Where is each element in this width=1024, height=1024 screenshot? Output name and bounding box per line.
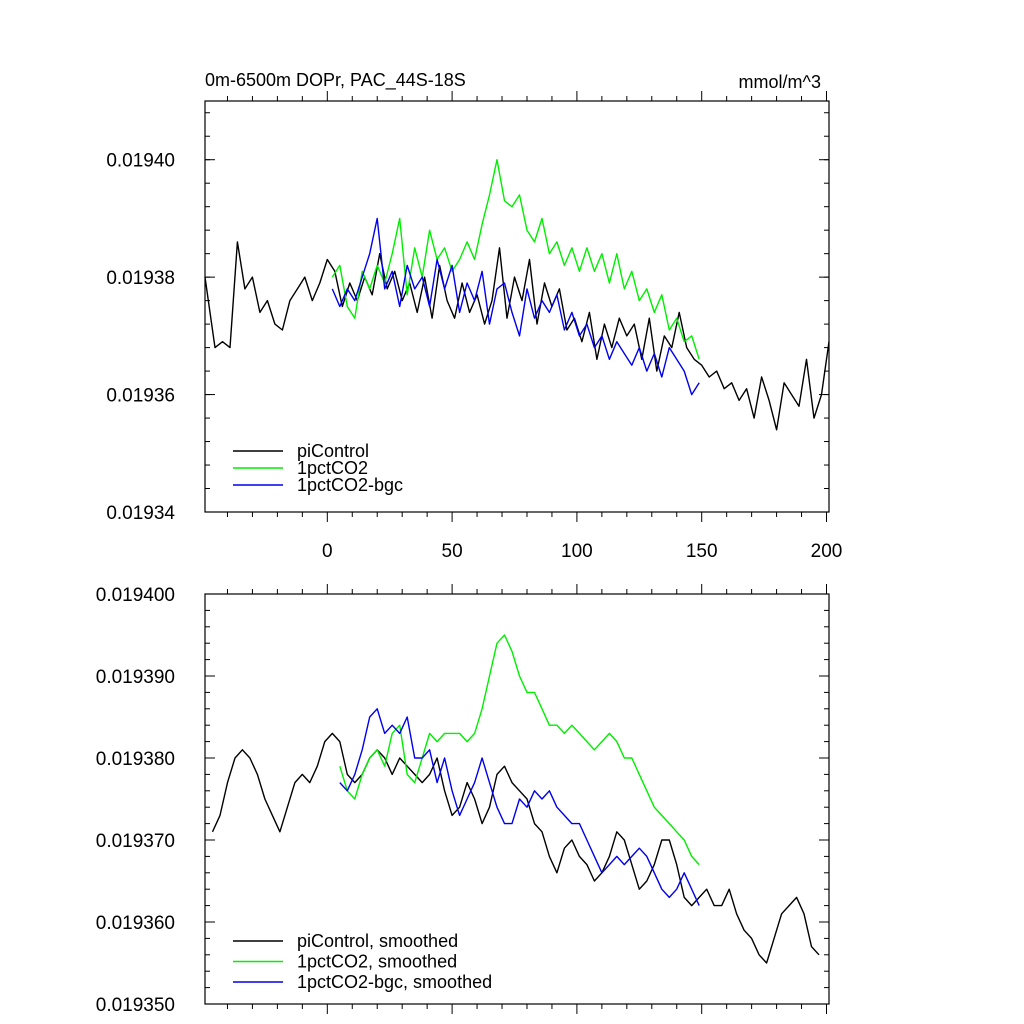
top-x-tick-labels: 0 50 100 150 200 (322, 541, 842, 562)
bottom-series-lines (211, 634, 820, 964)
y-tick-label: 0.019360 (96, 913, 175, 934)
y-tick-label: 0.01936 (106, 386, 175, 407)
top-y-tick-labels: 0.01934 0.01936 0.01938 0.01940 (106, 151, 175, 524)
legend-label: 1pctCO2-bgc (297, 475, 403, 495)
legend-label: piControl, smoothed (297, 931, 458, 951)
y-tick-label: 0.01940 (106, 151, 175, 172)
legend-label: 1pctCO2 (297, 458, 368, 478)
top-title: 0m-6500m DOPr, PAC_44S-18S (205, 70, 466, 91)
y-tick-label: 0.01934 (106, 503, 175, 524)
top-plot-frame (204, 100, 830, 513)
y-tick-label: 0.019350 (96, 995, 175, 1016)
series-line-picontrol (204, 241, 830, 431)
top-panel: 0m-6500m DOPr, PAC_44S-18S mmol/m^3 0.01… (106, 70, 842, 562)
bottom-axis-ticks (205, 584, 829, 1014)
series-line-1pctco2-bgc-smoothed (339, 708, 700, 906)
bottom-panel: 0.019350 0.019360 0.019370 0.019380 0.019390… (96, 584, 830, 1016)
x-tick-label: 0 (322, 541, 333, 562)
legend-label: 1pctCO2-bgc, smoothed (297, 972, 492, 992)
legend-label: piControl (297, 441, 369, 461)
series-line-1pctco2 (331, 158, 700, 360)
x-tick-label: 200 (811, 541, 843, 562)
y-tick-label: 0.019400 (96, 585, 175, 606)
bottom-y-tick-labels: 0.019350 0.019360 0.019370 0.019380 0.019390… (96, 585, 175, 1016)
legend-label: 1pctCO2, smoothed (297, 952, 457, 972)
y-tick-label: 0.019380 (96, 749, 175, 770)
series-line-1pctco2-bgc (331, 217, 700, 396)
bottom-plot-frame (204, 593, 830, 1005)
series-line-1pctco2-smoothed (339, 634, 700, 866)
top-units-label: mmol/m^3 (739, 72, 821, 92)
y-tick-label: 0.019370 (96, 831, 175, 852)
top-series-lines (204, 158, 830, 431)
x-tick-label: 50 (442, 541, 463, 562)
x-tick-label: 100 (561, 541, 593, 562)
y-tick-label: 0.019390 (96, 667, 175, 688)
x-tick-label: 150 (686, 541, 718, 562)
y-tick-label: 0.01938 (106, 268, 175, 289)
series-line-picontrol-smoothed (211, 732, 820, 964)
